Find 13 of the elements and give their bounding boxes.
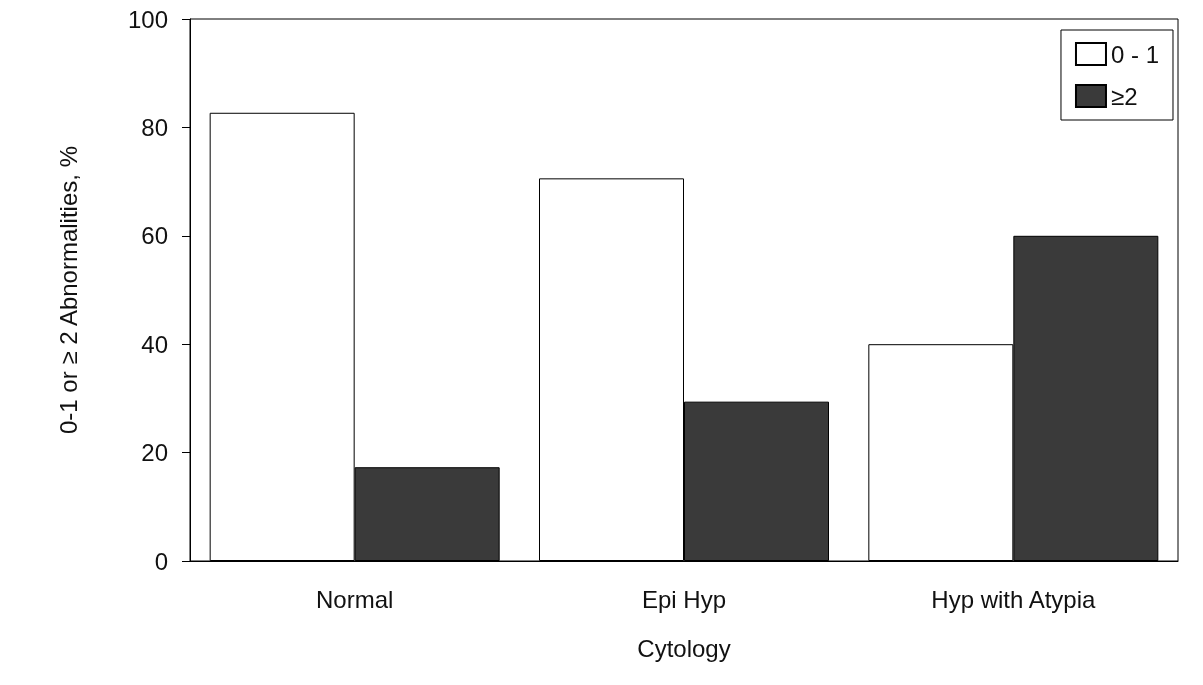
y-tick-label: 80 (141, 113, 168, 141)
y-tick-label: 20 (141, 439, 168, 467)
y-tick-label: 0 (154, 547, 168, 575)
x-tick-label: Epi Hyp (641, 585, 727, 613)
y-tick-label: 60 (141, 222, 168, 250)
y-tick-label: 40 (141, 330, 168, 358)
y-axis-title: 0-1 or ≥ 2 Abnormalities, % (54, 146, 82, 434)
x-tick-label: Normal (315, 585, 394, 613)
x-axis-title: Cytology (637, 634, 731, 662)
legend-label: 0 - 1 (1110, 40, 1160, 68)
y-tick-label: 100 (127, 5, 168, 33)
x-tick-label: Hyp with Atypia (931, 585, 1097, 613)
legend-label: ≥2 (1110, 82, 1138, 110)
